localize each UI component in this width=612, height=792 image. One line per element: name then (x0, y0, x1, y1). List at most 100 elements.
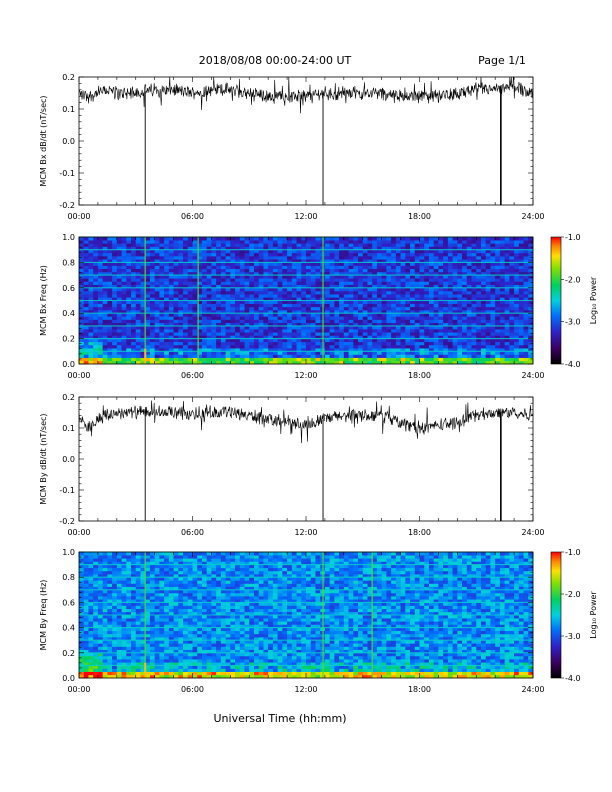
spectrogram-cell (457, 290, 463, 295)
spectrogram-cell (107, 246, 113, 250)
spectrogram-cell (358, 344, 364, 349)
spectrogram-cell (400, 290, 406, 295)
spectrogram-cell (97, 275, 103, 279)
spectrogram-cell (135, 633, 141, 638)
spectrogram-cell (523, 338, 529, 343)
spectrogram-cell (135, 630, 141, 635)
spectrogram-cell (107, 580, 113, 584)
spectrogram-cell (277, 249, 283, 254)
spectrogram-cell (268, 246, 274, 250)
spectrogram-cell (178, 325, 184, 330)
spectrogram-cell (131, 652, 137, 657)
spectrogram-cell (183, 256, 189, 260)
spectrogram-cell (419, 284, 425, 289)
spectrogram-cell (93, 602, 99, 606)
spectrogram-cell (414, 322, 420, 327)
spectrogram-cell (154, 354, 160, 358)
spectrogram-cell (310, 303, 316, 308)
spectrogram-cell (235, 313, 241, 317)
x-tick-label: 00:00 (67, 212, 90, 221)
spectrogram-cell (211, 271, 217, 276)
spectrogram-cell (126, 615, 132, 619)
spectrogram-cell (121, 608, 127, 613)
spectrogram-cell (277, 252, 283, 257)
spectrogram-cell (410, 354, 416, 358)
spectrogram-cell (131, 351, 137, 355)
spectrogram-cell (495, 322, 501, 327)
spectrogram-cell (154, 577, 160, 581)
spectrogram-cell (268, 341, 274, 346)
spectrogram-cell (192, 294, 198, 298)
spectrogram-cell (131, 621, 137, 625)
spectrogram-cell (126, 618, 132, 622)
spectrogram-cell (140, 558, 146, 562)
spectrogram-cell (178, 278, 184, 282)
spectrogram-cell (93, 338, 99, 343)
spectrogram-cell (211, 357, 217, 362)
spectrogram-cell (457, 243, 463, 247)
spectrogram-cell (88, 313, 94, 317)
spectrogram-cell (523, 287, 529, 292)
spectrogram-cell (173, 294, 179, 298)
spectrogram-cell (386, 278, 392, 282)
spectrogram-cell (235, 316, 241, 320)
spectrogram-cell (107, 674, 113, 679)
spectrogram-cell (112, 618, 118, 622)
spectrogram-cell (386, 268, 392, 273)
spectrogram-cell (499, 297, 505, 301)
spectrogram-cell (419, 246, 425, 250)
spectrogram-cell (348, 262, 354, 266)
spectrogram-cell (367, 249, 373, 254)
spectrogram-cell (291, 348, 297, 352)
spectrogram-cell (93, 580, 99, 584)
spectrogram-cell (244, 341, 250, 346)
spectrogram-cell (126, 652, 132, 657)
spectrogram-cell (112, 278, 118, 282)
spectrogram-cell (93, 552, 99, 556)
spectrogram-cell (419, 240, 425, 244)
spectrogram-cell (131, 319, 137, 324)
spectrogram-cell (164, 252, 170, 257)
spectrogram-cell (211, 268, 217, 273)
spectrogram-cell (140, 351, 146, 355)
spectrogram-cell (291, 351, 297, 355)
spectrogram-cell (263, 357, 269, 362)
spectrogram-cell (79, 592, 85, 597)
spectrogram-cell (504, 354, 510, 358)
spectrogram-cell (239, 335, 245, 339)
spectrogram-cell (504, 348, 510, 352)
spectrogram-cell (296, 303, 302, 308)
spectrogram-cell (410, 252, 416, 257)
spectrogram-cell (466, 268, 472, 273)
spectrogram-cell (282, 310, 288, 314)
spectrogram-cell (121, 351, 127, 355)
spectrogram-cell (154, 583, 160, 587)
spectrogram-cell (343, 310, 349, 314)
spectrogram-cell (358, 329, 364, 333)
spectrogram-cell (121, 360, 127, 365)
spectrogram-cell (343, 344, 349, 349)
spectrogram-cell (462, 246, 468, 250)
spectrogram-cell (528, 243, 534, 247)
spectrogram-cell (391, 294, 397, 298)
spectrogram-cell (428, 237, 434, 241)
spectrogram-cell (480, 268, 487, 273)
spectrogram-cell (499, 281, 505, 285)
spectrogram-cell (249, 300, 255, 304)
spectrogram-cell (272, 259, 278, 263)
spectrogram-cell (329, 341, 335, 346)
spectrogram-cell (523, 319, 529, 324)
spectrogram-cell (358, 243, 364, 247)
spectrogram-cell (447, 262, 453, 266)
spectrogram-cell (239, 246, 245, 250)
spectrogram-cell (329, 240, 335, 244)
spectrogram-cell (145, 332, 151, 336)
spectrogram-cell (244, 268, 250, 273)
spectrogram-cell (173, 249, 179, 254)
spectrogram-cell (400, 262, 406, 266)
spectrogram-cell (211, 284, 217, 289)
spectrogram-cell (164, 335, 170, 339)
spectrogram-cell (272, 300, 278, 304)
spectrogram-cell (83, 287, 89, 292)
spectrogram-cell (249, 344, 255, 349)
